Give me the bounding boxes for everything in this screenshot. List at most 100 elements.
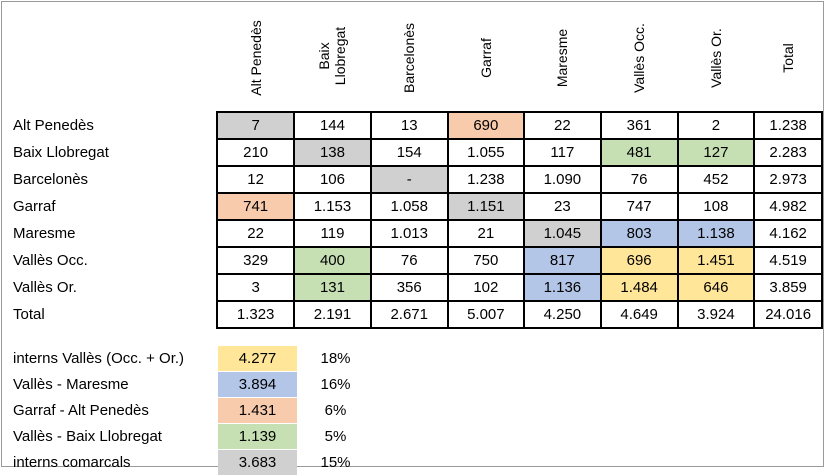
cell-total-total: 24.016 [753, 300, 823, 329]
summary-percent: 18% [320, 350, 351, 367]
row-label-total: Total [13, 306, 45, 323]
col-header-label: Vallès Occ. [631, 22, 648, 93]
cell-garraf-valles-occ: 747 [599, 192, 679, 221]
cell-valles-occ-valles-occ: 696 [599, 246, 679, 275]
cell-valles-or-valles-occ: 1.484 [599, 273, 679, 302]
cell-alt-penedes-total: 1.238 [753, 111, 823, 140]
col-header-alt-penedes: Alt Penedès [217, 5, 294, 112]
cell-baix-llobregat-baix-llobregat: 138 [293, 138, 372, 167]
cell-baix-llobregat-valles-or: 127 [676, 138, 756, 167]
row-label-baix-llobregat: Baix Llobregat [13, 144, 109, 161]
matrix-body: Alt Penedès 7 144 13 690 22 361 2 1.238 Baix Llob… [10, 111, 823, 329]
table-row: Vallès Occ. 329 400 76 750 817 696 1.451 4.519 [10, 246, 823, 275]
summary-percent: 6% [324, 402, 347, 419]
table-row: Alt Penedès 7 144 13 690 22 361 2 1.238 [10, 111, 823, 140]
row-label-garraf: Garraf [13, 198, 56, 215]
cell-garraf-maresme: 23 [523, 192, 602, 221]
cell-maresme-baix-llobregat: 119 [293, 219, 372, 248]
cell-valles-or-barcelones: 356 [369, 273, 449, 302]
cell-valles-or-baix-llobregat: 131 [293, 273, 372, 302]
table-row: Vallès Or. 3 131 356 102 1.136 1.484 646 3.859 [10, 273, 823, 302]
summary-row: interns comarcals 3.683 15% [10, 449, 374, 476]
summary-label: Vallès - Maresme [13, 376, 129, 393]
column-header-row: Alt Penedès Baix Llobregat Barcelonès Gar… [10, 5, 822, 112]
cell-barcelones-maresme: 1.090 [523, 165, 602, 194]
table-row: Maresme 22 119 1.013 21 1.045 803 1.138 4.162 [10, 219, 823, 248]
cell-valles-occ-baix-llobregat: 400 [293, 246, 372, 275]
cell-maresme-valles-or: 1.138 [676, 219, 756, 248]
col-header-maresme: Maresme [524, 5, 601, 112]
col-header-label: Baix Llobregat [316, 26, 349, 85]
cell-total-baix-llobregat: 2.191 [293, 300, 372, 329]
cell-barcelones-barcelones: - [369, 165, 449, 194]
table-row: Baix Llobregat 210 138 154 1.055 117 481 127 2.2… [10, 138, 823, 167]
cell-total-garraf: 5.007 [446, 300, 526, 329]
col-header-baix-llobregat: Baix Llobregat [294, 5, 371, 112]
cell-maresme-garraf: 21 [446, 219, 526, 248]
cell-maresme-alt-penedes: 22 [216, 219, 296, 248]
summary-value: 4.277 [218, 345, 297, 372]
cell-garraf-barcelones: 1.058 [369, 192, 449, 221]
summary-percent: 16% [320, 376, 351, 393]
cell-garraf-total: 4.982 [753, 192, 823, 221]
cell-total-barcelones: 2.671 [369, 300, 449, 329]
col-header-valles-or: Vallès Or. [678, 5, 755, 112]
cell-valles-or-total: 3.859 [753, 273, 823, 302]
cell-maresme-barcelones: 1.013 [369, 219, 449, 248]
cell-baix-llobregat-total: 2.283 [753, 138, 823, 167]
summary-value: 3.683 [218, 449, 297, 476]
cell-valles-occ-barcelones: 76 [369, 246, 449, 275]
summary-percent: 15% [320, 454, 351, 471]
summary-percent: 5% [324, 428, 347, 445]
cell-baix-llobregat-barcelones: 154 [369, 138, 449, 167]
cell-garraf-valles-or: 108 [676, 192, 756, 221]
cell-valles-or-valles-or: 646 [676, 273, 756, 302]
cell-alt-penedes-valles-or: 2 [676, 111, 756, 140]
cell-garraf-garraf: 1.151 [446, 192, 526, 221]
col-header-label: Maresme [554, 28, 571, 87]
row-label-alt-penedes: Alt Penedès [13, 117, 94, 134]
cell-baix-llobregat-alt-penedes: 210 [216, 138, 296, 167]
row-label-valles-or: Vallès Or. [13, 279, 77, 296]
cell-barcelones-valles-or: 452 [676, 165, 756, 194]
cell-valles-or-maresme: 1.136 [523, 273, 602, 302]
table-row: Garraf 741 1.153 1.058 1.151 23 747 108 4.982 [10, 192, 823, 221]
col-header-label: Barcelonès [401, 22, 418, 93]
col-header-label: Vallès Or. [707, 27, 724, 88]
col-header-label: Garraf [477, 37, 494, 78]
summary-row: Vallès - Maresme 3.894 16% [10, 371, 374, 398]
summary-row: Garraf - Alt Penedès 1.431 6% [10, 397, 374, 424]
cell-valles-occ-maresme: 817 [523, 246, 602, 275]
corner-cell [10, 5, 217, 112]
cell-alt-penedes-garraf: 690 [446, 111, 526, 140]
cell-garraf-baix-llobregat: 1.153 [293, 192, 372, 221]
summary-value: 3.894 [218, 371, 297, 398]
row-label-barcelones: Barcelonès [13, 171, 89, 188]
cell-barcelones-alt-penedes: 12 [216, 165, 296, 194]
summary-body: interns Vallès (Occ. + Or.) 4.277 18% Vallè… [10, 345, 374, 476]
cell-maresme-maresme: 1.045 [523, 219, 602, 248]
row-label-valles-occ: Vallès Occ. [13, 252, 88, 269]
cell-alt-penedes-valles-occ: 361 [599, 111, 679, 140]
cell-valles-or-alt-penedes: 3 [216, 273, 296, 302]
cell-valles-occ-total: 4.519 [753, 246, 823, 275]
col-header-garraf: Garraf [448, 5, 524, 112]
summary-value: 1.139 [218, 423, 297, 450]
cell-baix-llobregat-garraf: 1.055 [446, 138, 526, 167]
cell-alt-penedes-baix-llobregat: 144 [293, 111, 372, 140]
summary-label: Garraf - Alt Penedès [13, 402, 149, 419]
summary-label: interns Vallès (Occ. + Or.) [13, 350, 185, 367]
flow-matrix-table: Alt Penedès Baix Llobregat Barcelonès Gar… [10, 5, 823, 329]
cell-maresme-valles-occ: 803 [599, 219, 679, 248]
cell-total-valles-or: 3.924 [676, 300, 756, 329]
summary-row: Vallès - Baix Llobregat 1.139 5% [10, 423, 374, 450]
cell-total-valles-occ: 4.649 [599, 300, 679, 329]
col-header-label: Alt Penedès [247, 19, 264, 96]
summary-table: interns Vallès (Occ. + Or.) 4.277 18% Vallè… [10, 345, 374, 476]
col-header-total: Total [754, 5, 822, 112]
col-header-barcelones: Barcelonès [371, 5, 448, 112]
cell-total-maresme: 4.250 [523, 300, 602, 329]
cell-barcelones-garraf: 1.238 [446, 165, 526, 194]
cell-garraf-alt-penedes: 741 [216, 192, 296, 221]
